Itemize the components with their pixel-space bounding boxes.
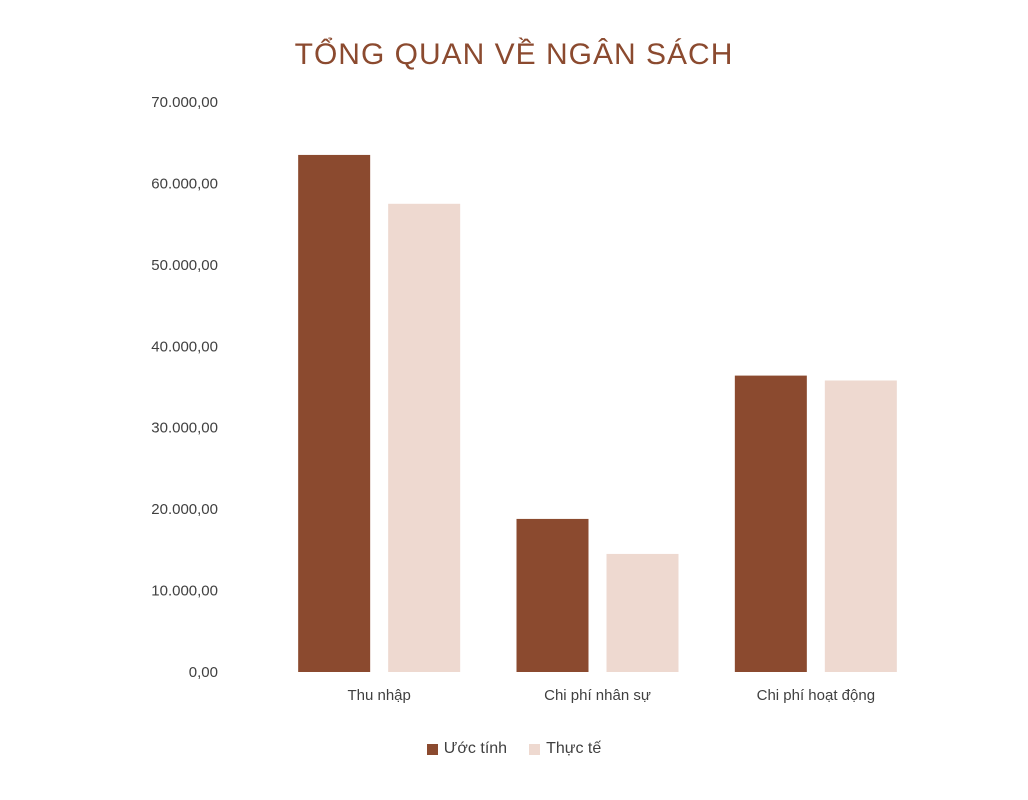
x-category-label: Thu nhập	[347, 687, 410, 704]
legend-item-estimated: Ước tính	[426, 740, 508, 758]
bar-estimated	[298, 154, 371, 672]
legend-item-actual: Thực tế	[529, 740, 601, 758]
bar-actual	[606, 553, 679, 672]
chart-title: TỔNG QUAN VỀ NGÂN SÁCH	[294, 38, 734, 71]
legend-swatch-estimated	[426, 743, 438, 755]
y-tick-label: 70.000,00	[151, 94, 218, 111]
legend-label-actual: Thực tế	[546, 740, 602, 757]
y-tick-label: 10.000,00	[151, 583, 218, 600]
y-tick-label: 0,00	[189, 664, 218, 681]
bar-actual	[824, 380, 897, 672]
x-category-label: Chi phí hoạt động	[757, 687, 875, 704]
bar-estimated	[516, 518, 589, 672]
x-category-label: Chi phí nhân sự	[544, 687, 651, 704]
y-tick-label: 40.000,00	[151, 338, 218, 355]
bar-actual	[388, 203, 461, 673]
legend-swatch-actual	[529, 743, 541, 755]
y-tick-label: 50.000,00	[151, 257, 218, 274]
legend-label-estimated: Ước tính	[443, 740, 508, 757]
y-tick-label: 30.000,00	[151, 420, 218, 437]
y-tick-label: 60.000,00	[151, 175, 218, 192]
y-tick-label: 20.000,00	[151, 501, 218, 518]
chart-legend: Ước tính Thực tế	[0, 740, 1028, 758]
bar-estimated	[734, 375, 807, 672]
